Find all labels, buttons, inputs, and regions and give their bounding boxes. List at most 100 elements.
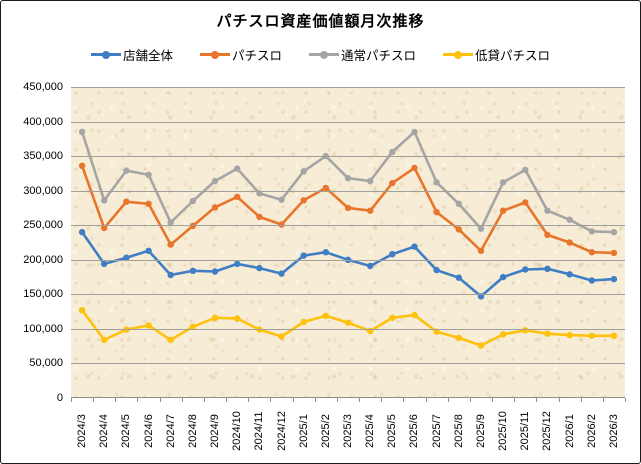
- x-axis-tick-mark: [93, 398, 95, 402]
- x-axis-tick-label: 2025/2: [316, 404, 336, 458]
- y-axis-tick-label: 250,000: [23, 219, 63, 232]
- x-axis-tick-label: 2026/3: [604, 404, 624, 458]
- x-axis-tick-label-text: 2025/4: [364, 414, 377, 448]
- x-axis-tick-label-text: 2024/9: [209, 414, 222, 448]
- data-point-marker: [78, 307, 86, 314]
- data-point-marker: [455, 274, 462, 281]
- x-axis-tick-label-text: 2025/5: [386, 414, 399, 448]
- x-axis-tick-label: 2024/10: [227, 404, 247, 458]
- x-axis-tick-label: 2024/9: [205, 404, 225, 458]
- data-point-marker: [610, 332, 618, 339]
- x-axis-tick-label-text: 2025/10: [497, 411, 510, 451]
- data-point-marker: [101, 260, 108, 268]
- x-axis-tick-mark: [115, 398, 117, 402]
- x-axis-tick-label: 2024/12: [272, 404, 292, 458]
- x-axis-tick-label-text: 2025/7: [430, 414, 443, 448]
- data-point-marker: [167, 336, 174, 344]
- gridline: [71, 225, 625, 227]
- x-axis-tick-label-text: 2026/2: [585, 414, 598, 448]
- legend: 店舗全体 パチスロ 通常パチスロ 低貸パチスロ: [1, 45, 640, 64]
- data-point-marker: [477, 225, 485, 232]
- data-point-marker: [145, 171, 152, 178]
- x-axis-tick-label: 2025/9: [471, 404, 491, 458]
- series-plot-svg: [78, 128, 618, 349]
- legend-line-marker-icon: [309, 50, 339, 59]
- data-point-marker: [610, 249, 618, 257]
- x-axis-tick-label-text: 2025/1: [297, 414, 310, 448]
- data-point-marker: [455, 226, 462, 233]
- x-axis-tick-label: 2024/4: [94, 404, 114, 458]
- x-axis-tick-mark: [226, 398, 228, 402]
- data-point-marker: [588, 228, 595, 235]
- data-point-marker: [433, 208, 440, 216]
- data-point-marker: [610, 228, 618, 236]
- data-point-marker: [234, 165, 241, 172]
- data-point-marker: [588, 332, 595, 339]
- x-axis-tick-mark: [536, 398, 538, 402]
- x-axis-tick-label-text: 2025/3: [342, 414, 354, 448]
- data-point-marker: [522, 199, 529, 206]
- x-axis-tick-label-text: 2025/6: [408, 414, 421, 448]
- legend-item-4: 低貸パチスロ: [443, 45, 550, 64]
- legend-label: 店舗全体: [122, 49, 173, 63]
- data-point-marker: [411, 128, 418, 136]
- data-point-marker: [499, 207, 507, 214]
- x-axis-tick-mark: [381, 398, 383, 402]
- x-axis-tick-mark: [71, 398, 72, 402]
- y-axis-tick-label: 400,000: [23, 115, 63, 128]
- x-axis-tick-mark: [425, 398, 427, 402]
- data-point-marker: [278, 196, 285, 203]
- gridline: [71, 363, 625, 365]
- x-axis-tick-label: 2026/1: [560, 404, 580, 458]
- data-point-marker: [78, 162, 86, 169]
- y-axis-tick-label: 450,000: [23, 81, 63, 93]
- data-point-marker: [411, 311, 418, 319]
- data-point-marker: [477, 342, 485, 349]
- data-point-marker: [234, 260, 241, 268]
- x-axis-tick-mark: [159, 398, 161, 402]
- legend-label: パチスロ: [231, 49, 282, 63]
- x-axis-tick-label-text: 2025/9: [474, 414, 487, 448]
- x-axis-tick-label: 2024/5: [116, 404, 136, 458]
- x-axis-tick-mark: [270, 398, 272, 402]
- data-point-marker: [433, 266, 440, 274]
- x-axis-tick-label: 2025/1: [294, 404, 314, 458]
- data-point-marker: [278, 333, 285, 340]
- data-point-marker: [322, 184, 329, 192]
- y-axis-tick-label: 200,000: [23, 253, 63, 266]
- x-axis-tick-mark: [514, 398, 516, 402]
- data-point-marker: [367, 177, 374, 185]
- gridline: [71, 87, 625, 88]
- x-axis-tick-mark: [248, 398, 250, 402]
- legend-item-2: パチスロ: [199, 45, 282, 64]
- x-axis-tick-label: 2024/8: [183, 404, 203, 458]
- series-line-4: [80, 308, 616, 347]
- x-axis-tick-label-text: 2024/3: [76, 414, 89, 448]
- data-point-marker: [234, 315, 241, 322]
- data-point-marker: [189, 323, 197, 330]
- legend-label: 通常パチスロ: [341, 49, 417, 63]
- x-axis-tick-mark: [137, 398, 139, 402]
- x-axis-tick-mark: [359, 398, 361, 402]
- data-point-marker: [389, 148, 396, 156]
- x-axis-tick-mark: [602, 398, 604, 402]
- y-axis-tick-label: 100,000: [23, 322, 63, 335]
- data-point-marker: [256, 264, 263, 272]
- x-axis-tick-label-text: 2025/12: [541, 411, 554, 451]
- y-axis-tick-label: 300,000: [23, 184, 63, 197]
- data-point-marker: [499, 179, 507, 186]
- legend-line-marker-icon: [199, 50, 230, 59]
- data-point-marker: [167, 219, 174, 226]
- x-axis-tick-label: 2025/8: [449, 404, 469, 458]
- gridline: [71, 328, 625, 330]
- data-point-marker: [123, 254, 130, 261]
- y-axis-tick-label: 50,000: [29, 357, 63, 370]
- x-axis-tick-mark: [580, 398, 582, 402]
- x-axis-tick-label: 2024/3: [72, 404, 92, 458]
- data-point-marker: [566, 239, 573, 246]
- legend-item-3: 通常パチスロ: [309, 45, 416, 64]
- data-point-marker: [389, 314, 396, 321]
- data-point-marker: [433, 328, 440, 335]
- data-point-marker: [211, 314, 219, 321]
